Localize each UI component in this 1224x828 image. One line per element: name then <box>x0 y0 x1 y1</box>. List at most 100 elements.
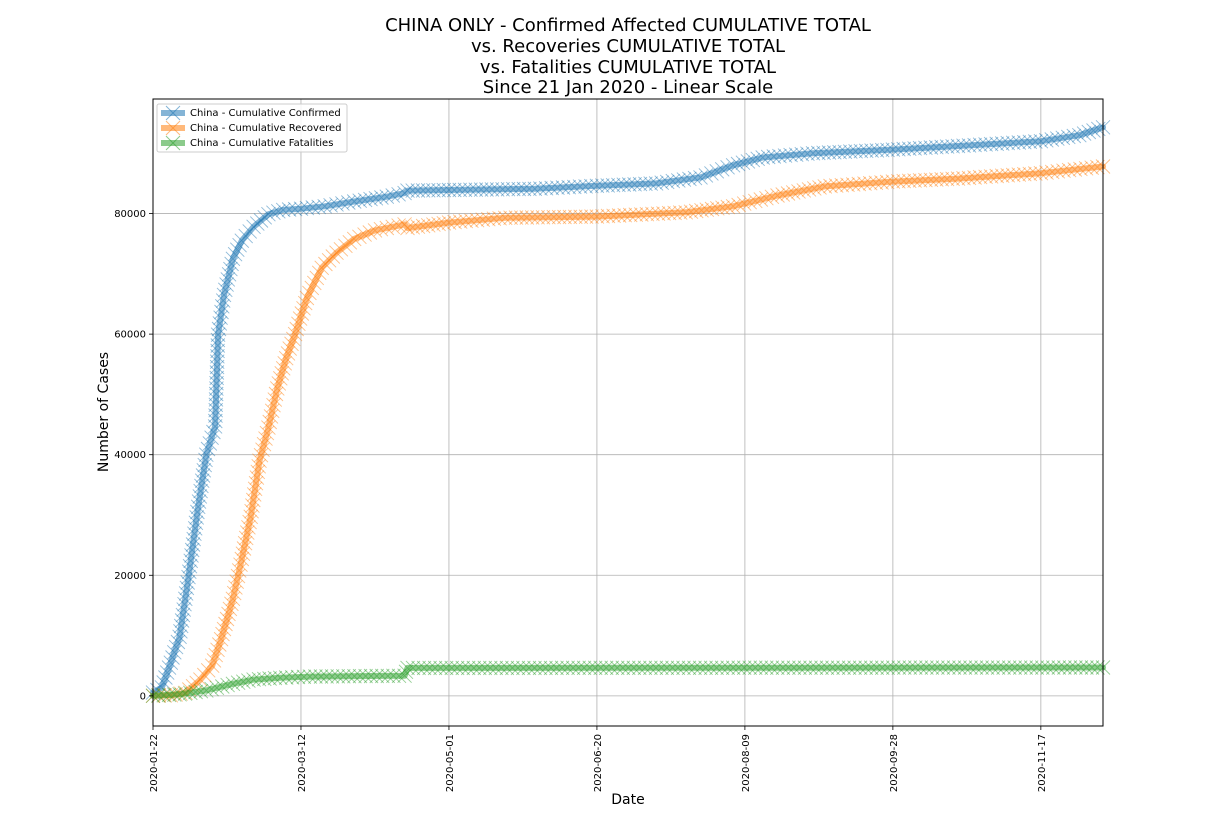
data-point-recovered <box>573 209 589 225</box>
legend-entry-confirmed: China - Cumulative Confirmed <box>161 105 341 121</box>
data-point-recovered <box>264 403 280 419</box>
data-point-recovered <box>978 169 993 185</box>
data-point-confirmed <box>912 140 928 156</box>
data-point-confirmed <box>945 138 960 154</box>
data-point-fatalities <box>941 660 956 675</box>
data-point-recovered <box>817 179 833 194</box>
data-point-fatalities <box>720 660 736 676</box>
data-point-fatalities <box>814 660 829 676</box>
data-point-confirmed <box>896 141 912 157</box>
data-point-recovered <box>204 658 220 674</box>
data-point-fatalities <box>703 660 719 676</box>
data-point-confirmed <box>837 144 853 160</box>
data-point-recovered <box>311 265 327 281</box>
data-point-recovered <box>475 212 491 228</box>
data-point-fatalities <box>1068 660 1083 675</box>
series-markers-fatalities <box>145 660 1111 704</box>
legend-box <box>156 103 348 153</box>
data-point-confirmed <box>161 660 177 675</box>
data-point-fatalities <box>411 660 426 676</box>
data-point-confirmed <box>516 181 532 197</box>
data-point-confirmed <box>810 145 826 161</box>
data-point-fatalities <box>438 660 454 676</box>
data-point-fatalities <box>725 660 741 676</box>
data-point-confirmed <box>693 170 708 185</box>
data-point-recovered <box>271 376 287 391</box>
data-point-recovered <box>907 173 922 188</box>
data-point-recovered <box>333 241 349 257</box>
data-point-fatalities <box>687 660 702 676</box>
data-point-confirmed <box>208 392 224 407</box>
data-point-recovered <box>945 171 960 187</box>
data-point-confirmed <box>209 370 225 386</box>
data-point-confirmed <box>874 142 890 158</box>
data-point-fatalities <box>193 683 209 699</box>
data-point-confirmed <box>500 181 516 197</box>
data-point-recovered <box>304 280 320 296</box>
title-line-2: vs. Recoveries CUMULATIVE TOTAL <box>471 36 785 57</box>
data-point-fatalities <box>347 668 362 684</box>
series-fatalities <box>145 660 1111 704</box>
data-point-confirmed <box>1000 135 1016 151</box>
data-point-confirmed <box>198 452 213 468</box>
data-point-recovered <box>896 173 912 189</box>
data-point-recovered <box>989 168 1005 184</box>
data-point-fatalities <box>792 660 807 676</box>
legend-marker-confirmed <box>165 105 181 121</box>
data-point-confirmed <box>533 181 548 196</box>
data-point-recovered <box>840 177 855 193</box>
data-point-confirmed <box>832 144 847 160</box>
data-point-confirmed <box>720 159 735 175</box>
data-point-confirmed <box>907 141 922 156</box>
data-point-fatalities <box>753 660 769 676</box>
data-point-confirmed <box>426 182 441 198</box>
data-point-confirmed <box>170 634 186 650</box>
data-point-recovered <box>238 530 254 546</box>
data-point-confirmed <box>207 413 223 429</box>
data-point-confirmed <box>961 138 977 153</box>
data-point-recovered <box>879 174 895 190</box>
data-point-confirmed <box>266 205 281 221</box>
data-point-fatalities <box>852 660 868 676</box>
data-point-confirmed <box>805 145 821 161</box>
data-point-fatalities <box>565 660 581 676</box>
data-point-recovered <box>1067 162 1083 177</box>
data-point-confirmed <box>978 137 993 152</box>
data-point-fatalities <box>352 668 368 684</box>
data-point-fatalities <box>808 660 824 676</box>
data-point-fatalities <box>930 660 945 675</box>
data-point-confirmed <box>918 140 933 156</box>
data-point-confirmed <box>885 142 901 157</box>
data-point-fatalities <box>874 660 890 676</box>
data-point-fatalities <box>198 683 214 698</box>
data-point-recovered <box>234 551 250 567</box>
data-point-fatalities <box>302 669 318 684</box>
data-point-recovered <box>237 535 253 551</box>
data-point-recovered <box>967 170 982 185</box>
data-point-confirmed <box>869 143 885 158</box>
data-point-confirmed <box>415 183 431 198</box>
data-point-recovered <box>600 208 616 224</box>
data-point-fatalities <box>1034 660 1050 675</box>
data-point-confirmed <box>210 338 226 353</box>
data-point-recovered <box>785 185 801 200</box>
data-point-confirmed <box>227 246 243 262</box>
data-point-fatalities <box>847 660 862 676</box>
data-point-fatalities <box>278 670 294 685</box>
data-point-fatalities <box>374 668 390 684</box>
data-point-fatalities <box>896 660 912 675</box>
data-point-fatalities <box>1045 660 1061 675</box>
data-point-fatalities <box>449 660 465 676</box>
data-point-recovered <box>934 171 950 187</box>
data-point-recovered <box>1050 163 1066 179</box>
data-point-fatalities <box>858 660 874 676</box>
data-point-fatalities <box>781 660 796 676</box>
data-point-fatalities <box>296 669 312 685</box>
data-point-confirmed <box>400 183 415 198</box>
data-point-confirmed <box>821 145 837 160</box>
data-point-confirmed <box>163 655 179 671</box>
data-point-confirmed <box>1022 134 1038 150</box>
data-point-confirmed <box>939 139 955 154</box>
data-point-fatalities <box>919 660 934 675</box>
